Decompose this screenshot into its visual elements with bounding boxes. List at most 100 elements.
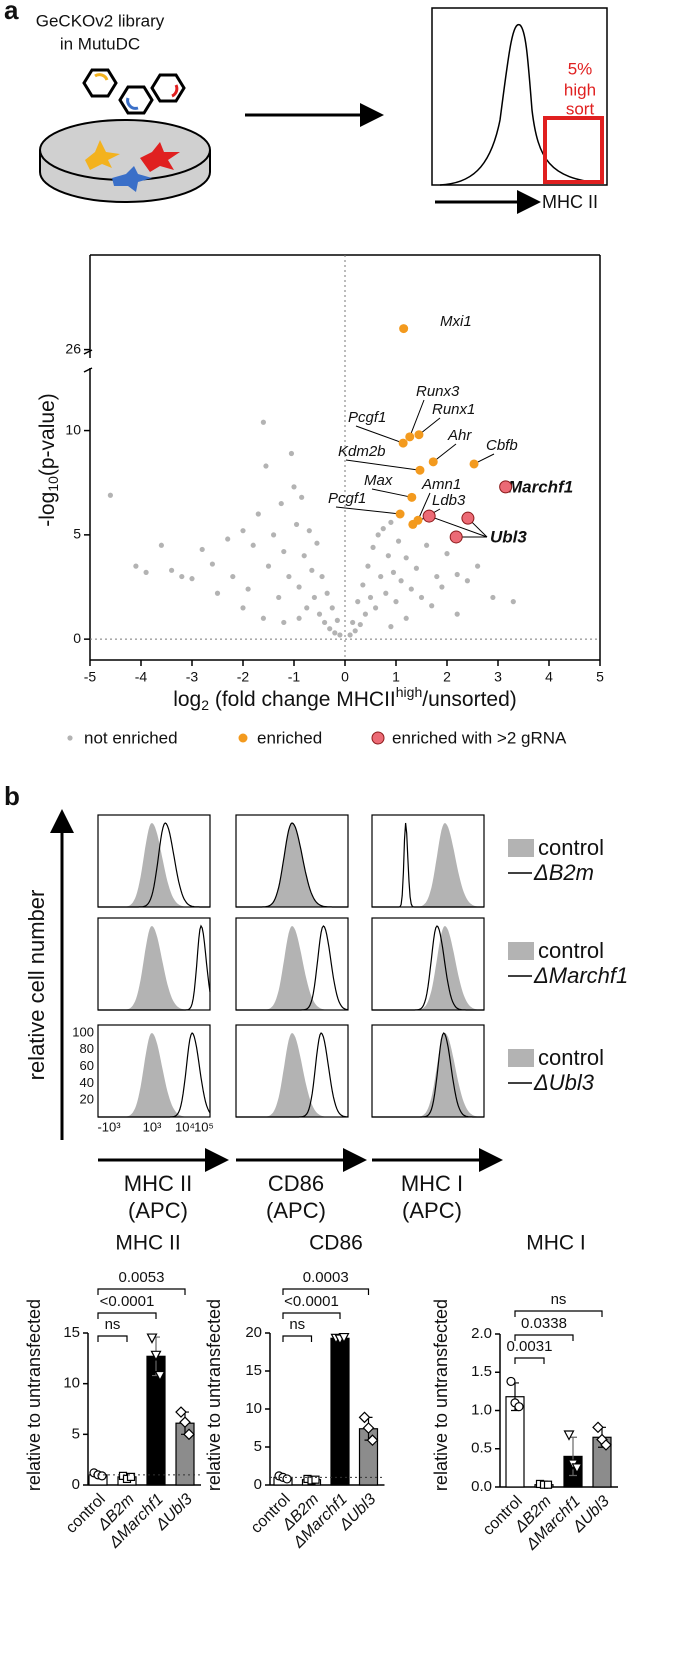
legend-swatch [508,839,534,857]
control-histogram [236,823,348,907]
histogram-frame [371,1024,485,1118]
data-point [230,573,236,580]
axis-label: CD86 [268,1171,324,1196]
y-tick-label: 1.5 [471,1363,492,1380]
y-axis-label: -log10(p-value) [36,393,61,526]
data-point [395,509,405,519]
axis-break [83,349,93,355]
axis-label: MHC II [542,192,598,212]
data-point [271,532,277,538]
data-point [388,519,394,525]
control-histogram [372,1033,484,1117]
gate-label: 5% [568,59,593,78]
data-point [281,548,287,555]
y-tick-label: 0 [254,1476,262,1493]
point-label: Max [364,472,393,489]
data-point [146,1333,158,1344]
data-point [380,526,386,532]
legend-marker [371,731,385,745]
data-point [291,484,297,490]
data-point [403,615,409,621]
significance-bracket [514,1357,545,1364]
y-axis-label: relative to untransfected [204,1299,224,1491]
data-point [347,632,353,638]
data-point [490,594,496,601]
control-histogram [372,926,484,1010]
point-label: Mxi1 [440,313,472,330]
y-tick-label: 15 [63,1324,80,1341]
data-point [133,563,139,569]
x-tick-label: 1 [392,669,400,685]
y-tick-label: 60 [80,1058,94,1073]
data-point [375,532,381,538]
legend-label: enriched with >2 gRNA [392,728,567,747]
y-tick-label: 10 [63,1375,80,1392]
data-point [510,599,516,605]
point-label: Ahr [447,427,472,444]
significance-label: ns [105,1316,121,1333]
library-label: in MutuDC [60,34,140,53]
data-point [350,619,356,626]
bar [330,1337,350,1486]
histogram-frame [97,917,211,1011]
data-point [365,563,371,569]
y-tick-label: 20 [245,1324,262,1341]
legend-label: ΔMarchf1 [533,963,628,988]
data-point [439,584,445,590]
histogram-frame [235,1024,349,1118]
data-point [199,546,205,553]
data-point [97,1471,107,1481]
y-tick-label: 2.0 [471,1325,492,1342]
legend-label: enriched [257,728,322,747]
data-point [600,1439,612,1451]
y-axis-label: relative to untransfected [431,1299,451,1491]
knockout-histogram [372,1032,484,1118]
y-tick-label: 5 [72,1425,80,1442]
library-label: GeCKOv2 library [36,11,165,30]
data-point [461,511,475,525]
leader-line [417,492,431,521]
chart-title: MHC I [526,1232,586,1255]
data-point [362,1422,375,1434]
histogram-frame [235,814,349,908]
data-point [393,599,399,605]
data-point [499,480,513,494]
data-point [288,450,295,457]
data-point [413,565,419,571]
data-point [299,494,305,500]
significance-label: 0.0031 [507,1338,553,1355]
data-point [506,1376,516,1387]
data-point [337,632,343,638]
data-point [324,590,330,596]
point-label: Pcgf1 [328,490,366,507]
point-label: Ldb3 [432,492,466,509]
legend-swatch [508,942,534,960]
x-tick-label: 4 [545,669,553,685]
data-point [395,538,402,544]
data-point [154,1370,166,1382]
data-point [296,584,302,590]
significance-label: ns [551,1291,567,1308]
data-point [592,1421,604,1434]
leader-line [428,515,488,538]
histogram-frame [371,917,485,1011]
data-point [428,457,438,467]
data-point [434,573,440,580]
y-tick-label: 100 [72,1024,94,1039]
significance-label: <0.0001 [100,1293,155,1310]
label-part: (fold change MHCII [209,688,396,711]
leader-line [355,425,404,444]
data-point [158,542,164,548]
data-point [286,573,292,580]
y-tick-label: 5 [254,1438,262,1455]
y-tick-label: 15 [245,1362,262,1379]
knockout-histogram [372,822,484,908]
data-point [332,630,338,636]
data-point [424,542,430,548]
data-point [399,324,409,334]
data-point [563,1430,575,1441]
y-tick-label: 0.0 [471,1478,492,1495]
data-point [240,528,246,534]
point-label: Runx3 [416,383,460,400]
